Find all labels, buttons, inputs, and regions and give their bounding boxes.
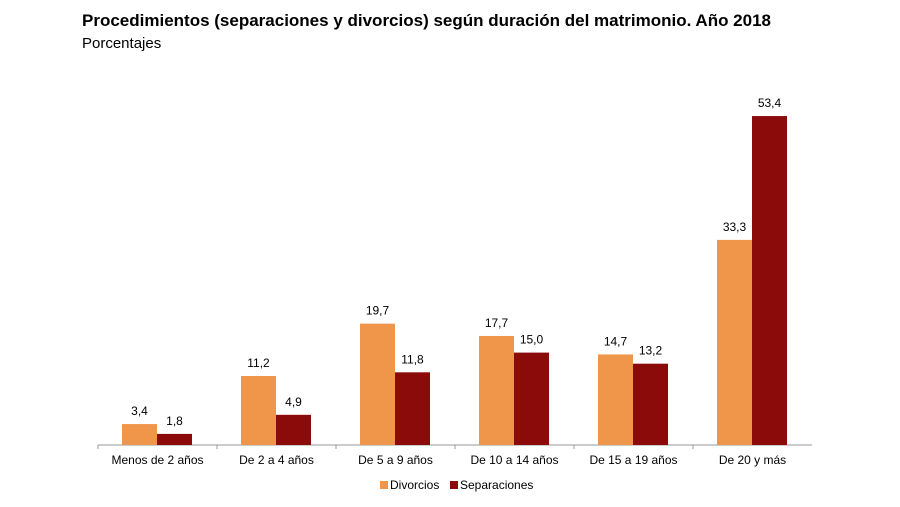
data-label: 11,2 [247, 356, 270, 370]
data-label: 53,4 [758, 96, 782, 110]
x-tick-label: De 20 y más [719, 453, 786, 467]
bar-separaciones [514, 352, 549, 445]
x-tick-label: De 5 a 9 años [358, 453, 433, 467]
bar-divorcios [717, 239, 752, 445]
legend-swatch-separaciones [450, 481, 458, 489]
bar-divorcios [122, 424, 157, 445]
x-tick-label: De 2 a 4 años [239, 453, 314, 467]
data-label: 14,7 [604, 334, 628, 348]
data-label: 17,7 [485, 316, 509, 330]
data-label: 4,9 [285, 395, 302, 409]
legend-label: Separaciones [460, 478, 533, 492]
x-tick-label: De 10 a 14 años [470, 453, 558, 467]
bar-separaciones [276, 414, 311, 445]
data-label: 11,8 [401, 352, 424, 366]
bar-separaciones [633, 363, 668, 445]
x-tick-label: Menos de 2 años [111, 453, 203, 467]
bar-divorcios [479, 335, 514, 445]
bar-divorcios [598, 354, 633, 445]
bar-separaciones [752, 116, 787, 445]
bar-separaciones [157, 433, 192, 445]
bar-divorcios [360, 323, 395, 445]
x-tick-label: De 15 a 19 años [589, 453, 677, 467]
data-label: 1,8 [166, 414, 183, 428]
chart-title: Procedimientos (separaciones y divorcios… [82, 11, 771, 30]
data-label: 15,0 [520, 333, 544, 347]
bar-separaciones [395, 372, 430, 445]
chart-subtitle: Porcentajes [82, 35, 162, 52]
data-label: 3,4 [131, 404, 148, 418]
legend-swatch-divorcios [380, 481, 388, 489]
legend-label: Divorcios [390, 478, 439, 492]
data-label: 19,7 [366, 304, 390, 318]
bar-divorcios [241, 376, 276, 445]
data-label: 33,3 [723, 220, 747, 234]
data-label: 13,2 [639, 344, 663, 358]
